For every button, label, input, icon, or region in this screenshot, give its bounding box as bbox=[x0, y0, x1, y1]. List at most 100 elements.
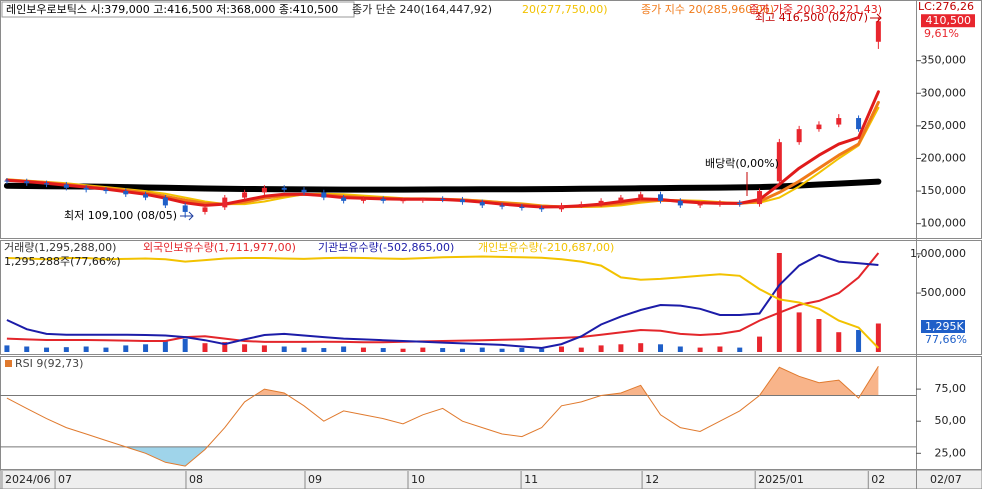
chart-title: 레인보우로보틱스 시:379,000 고:416,500 저:368,000 종… bbox=[6, 3, 338, 16]
y-tick-label: 200,000 bbox=[921, 151, 967, 164]
candle-body bbox=[776, 142, 782, 182]
volume-bar bbox=[677, 346, 683, 352]
volume-bar bbox=[162, 341, 168, 352]
candle-body bbox=[598, 200, 604, 205]
volume-bar bbox=[638, 343, 644, 352]
volume-bar bbox=[380, 348, 386, 352]
lc-label: LC:276,26 bbox=[918, 0, 974, 13]
volume-bar bbox=[103, 347, 109, 352]
volume-bar bbox=[479, 347, 485, 352]
oversold-area bbox=[125, 446, 208, 467]
candle-body bbox=[717, 202, 723, 205]
candle-body bbox=[182, 205, 188, 212]
candle-body bbox=[4, 180, 10, 182]
volume-bar bbox=[242, 344, 248, 352]
candle-body bbox=[143, 194, 149, 198]
legend-swatch bbox=[5, 360, 12, 367]
volume-bar bbox=[360, 347, 366, 352]
x-tick-label: 10 bbox=[411, 473, 425, 486]
candle-body bbox=[341, 197, 347, 201]
volume-bar bbox=[499, 348, 505, 352]
volume-bar bbox=[182, 338, 188, 352]
volume-bar bbox=[519, 348, 525, 352]
volume-bar bbox=[261, 345, 267, 352]
candle-body bbox=[83, 187, 89, 190]
volume-bar bbox=[44, 347, 50, 352]
x-tick-label: 12 bbox=[645, 473, 659, 486]
y-tick-label: 100,000 bbox=[921, 217, 967, 230]
volume-bar bbox=[856, 330, 862, 352]
x-tick-label: 07 bbox=[58, 473, 72, 486]
volume-bar bbox=[24, 346, 30, 352]
y-tick-label: 350,000 bbox=[921, 54, 967, 67]
last-price-label: 410,500 bbox=[926, 14, 972, 27]
volume-bar bbox=[459, 348, 465, 352]
volume-bar bbox=[420, 347, 426, 352]
volume-bar bbox=[717, 346, 723, 352]
candle-body bbox=[162, 197, 168, 206]
volume-bar bbox=[83, 346, 89, 352]
legend-entry: RSI 9(92,73) bbox=[15, 357, 83, 370]
high-arrow bbox=[870, 13, 882, 23]
volume-bar bbox=[281, 346, 287, 352]
holding-line bbox=[6, 252, 880, 344]
last-price-box bbox=[921, 14, 975, 28]
volume-bar bbox=[757, 336, 763, 352]
candle-body bbox=[44, 183, 50, 185]
candle-body bbox=[796, 129, 802, 143]
legend-entry: 20(277,750,00) bbox=[522, 3, 608, 16]
candle-body bbox=[281, 187, 287, 190]
candle-body bbox=[836, 118, 842, 125]
overbought-area bbox=[254, 366, 879, 396]
candle-body bbox=[222, 197, 228, 208]
x-tick-label: 08 bbox=[189, 473, 203, 486]
candle-body bbox=[103, 189, 109, 192]
candle-body bbox=[321, 192, 327, 198]
holding-line bbox=[6, 253, 879, 350]
candle-body bbox=[658, 194, 664, 201]
legend-entry: 기관보유수량(-502,865,00) bbox=[318, 241, 454, 254]
volume-bar bbox=[875, 323, 881, 352]
holding-line bbox=[6, 255, 880, 349]
candle-body bbox=[578, 204, 584, 206]
candle-body bbox=[63, 184, 69, 188]
y-tick-label: 150,000 bbox=[921, 184, 967, 197]
candle-body bbox=[420, 198, 426, 201]
candle-body bbox=[519, 206, 525, 209]
candle-body bbox=[737, 202, 743, 205]
volume-bar bbox=[400, 348, 406, 352]
legend-entry: 거래량(1,295,288,00) bbox=[4, 241, 116, 254]
y-tick-label: 250,000 bbox=[921, 119, 967, 132]
x-tick-label: 02 bbox=[871, 473, 885, 486]
volume-bar bbox=[776, 253, 782, 352]
candle-body bbox=[618, 197, 624, 201]
y-tick-label: 75,00 bbox=[935, 382, 967, 395]
y-tick-label: 25,00 bbox=[935, 446, 967, 459]
candle-body bbox=[459, 199, 465, 203]
legend-entry: 종가 가중 20(302,221,43) bbox=[749, 3, 882, 16]
annotation: 배당락(0,00%) bbox=[705, 157, 779, 170]
moving-average-line bbox=[3, 178, 882, 193]
low-arrow bbox=[180, 211, 194, 221]
x-tick-label: 11 bbox=[524, 473, 538, 486]
ratio-label: 77,66% bbox=[925, 333, 967, 346]
volume-bar bbox=[697, 347, 703, 352]
last-volume-label: 1,295K bbox=[925, 320, 964, 333]
volume-bar bbox=[578, 347, 584, 352]
candle-body bbox=[677, 200, 683, 206]
volume-bar bbox=[558, 346, 564, 352]
candle-body bbox=[875, 21, 881, 42]
candle-body bbox=[202, 207, 208, 212]
legend-entry: 외국인보유수량(1,711,977,00) bbox=[143, 241, 296, 254]
candle-body bbox=[499, 205, 505, 207]
last-volume-box bbox=[921, 320, 965, 333]
volume-bar bbox=[123, 345, 129, 352]
title-box bbox=[1, 1, 355, 18]
candle-body bbox=[638, 194, 644, 198]
legend-entry: 종가 단순 240(164,447,92) bbox=[352, 3, 492, 16]
y-tick-label: 50,00 bbox=[935, 414, 967, 427]
candle-body bbox=[301, 189, 307, 193]
volume-bar bbox=[816, 319, 822, 352]
